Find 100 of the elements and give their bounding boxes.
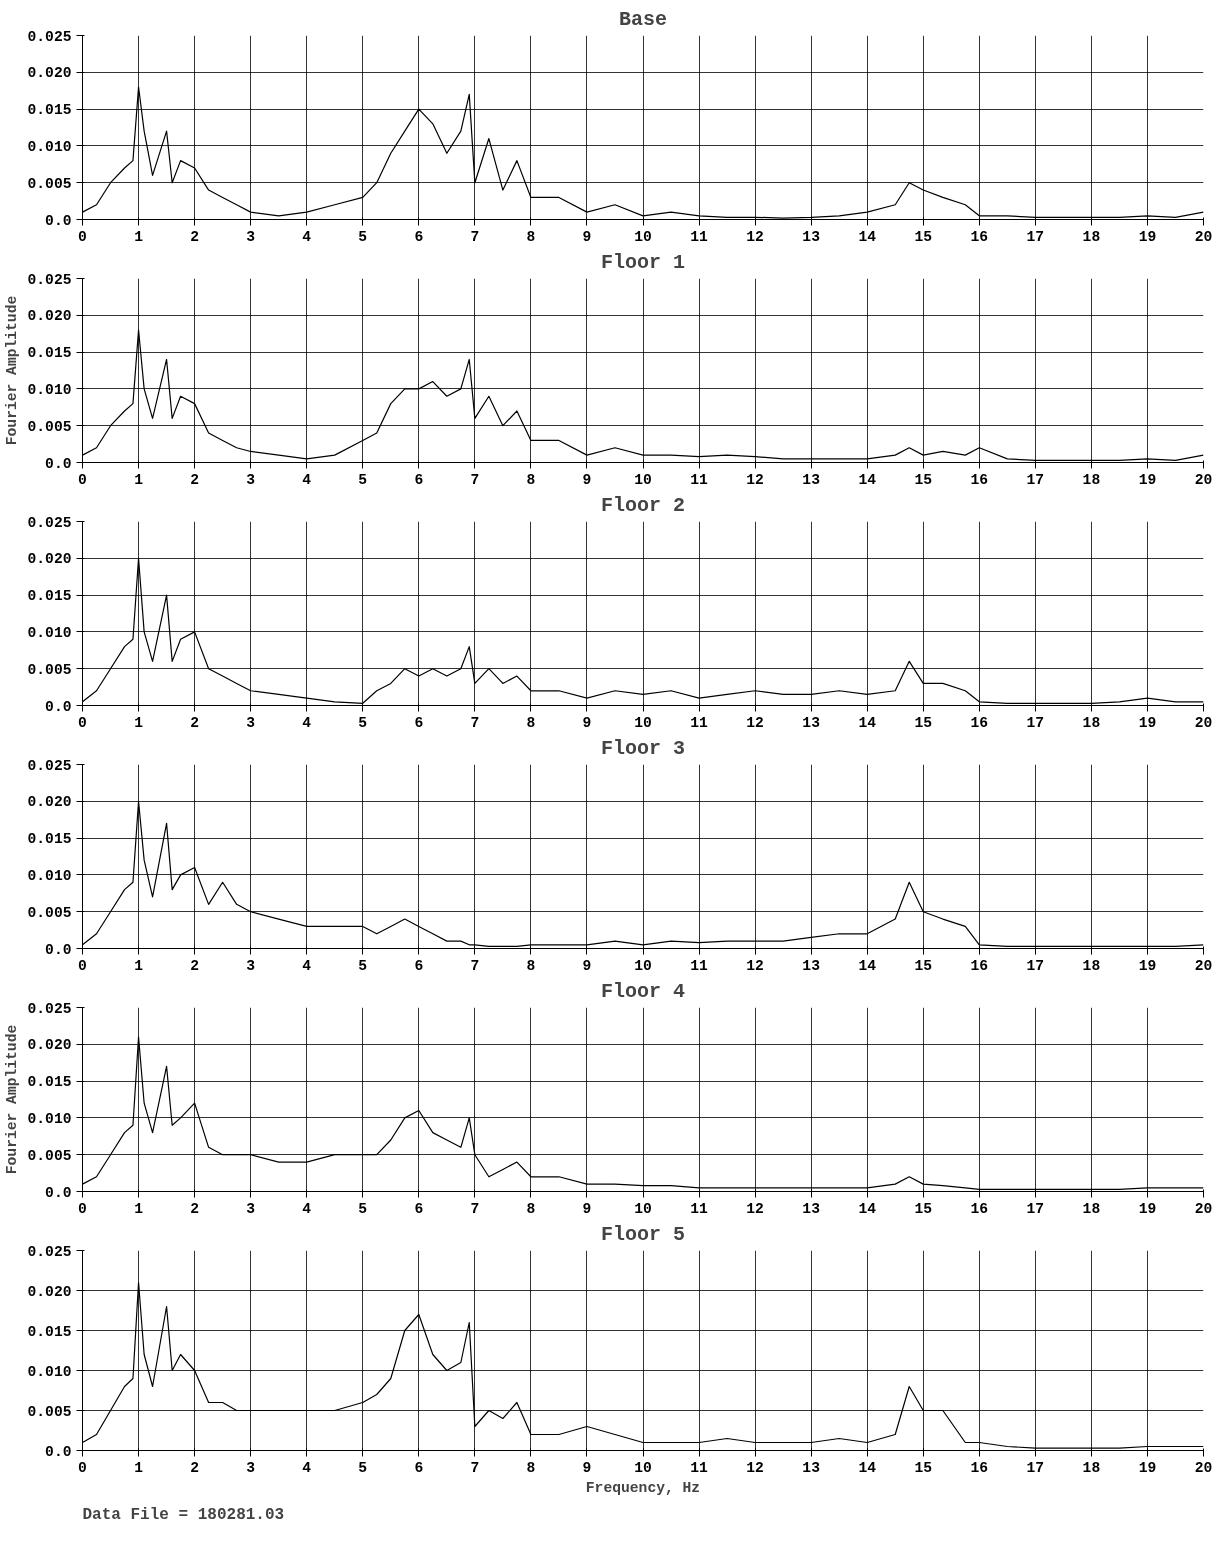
x-tick-label: 19 bbox=[1138, 471, 1157, 488]
x-tick-label: 11 bbox=[690, 228, 709, 245]
x-tick-label: 14 bbox=[858, 228, 877, 245]
x-tick-label: 14 bbox=[858, 714, 877, 731]
x-tick-label: 20 bbox=[1194, 1200, 1213, 1217]
x-tick-label: 8 bbox=[526, 714, 536, 731]
x-tick-label: 12 bbox=[746, 1459, 764, 1476]
x-tick-label: 13 bbox=[802, 714, 821, 731]
x-tick-label: 4 bbox=[302, 471, 312, 488]
x-tick-label: 14 bbox=[858, 471, 877, 488]
y-tick-label: 0.020 bbox=[27, 1037, 72, 1054]
x-tick-label: 3 bbox=[246, 1200, 256, 1217]
x-tick-label: 10 bbox=[634, 714, 652, 731]
x-tick-label: 10 bbox=[634, 1459, 652, 1476]
x-tick-label: 10 bbox=[634, 1200, 652, 1217]
x-tick-label: 2 bbox=[190, 1459, 199, 1476]
x-tick-label: 2 bbox=[190, 957, 199, 974]
x-tick-label: 4 bbox=[302, 714, 312, 731]
x-tick-label: 3 bbox=[246, 1459, 256, 1476]
x-tick-label: 3 bbox=[246, 714, 256, 731]
x-tick-label: 19 bbox=[1138, 1200, 1157, 1217]
y-axis-title: Fourier Amplitude bbox=[3, 1024, 20, 1175]
chart-title: Floor 5 bbox=[600, 1222, 686, 1246]
y-tick-label: 0.025 bbox=[27, 1000, 72, 1017]
x-tick-label: 18 bbox=[1082, 1459, 1101, 1476]
x-tick-label: 19 bbox=[1138, 1459, 1157, 1476]
x-tick-label: 9 bbox=[582, 714, 592, 731]
x-tick-label: 6 bbox=[414, 1459, 424, 1476]
x-tick-label: 1 bbox=[134, 471, 144, 488]
x-tick-label: 0 bbox=[78, 471, 87, 488]
x-tick-label: 11 bbox=[690, 1200, 709, 1217]
y-tick-label: 0.015 bbox=[27, 345, 72, 362]
y-tick-label: 0.010 bbox=[27, 624, 72, 641]
x-tick-label: 7 bbox=[470, 228, 480, 245]
x-tick-label: 4 bbox=[302, 1200, 312, 1217]
x-axis-title: Frequency, Hz bbox=[585, 1479, 701, 1496]
x-tick-label: 6 bbox=[414, 1200, 424, 1217]
x-tick-label: 11 bbox=[690, 714, 709, 731]
y-tick-label: 0.025 bbox=[27, 757, 72, 774]
x-tick-label: 20 bbox=[1194, 228, 1213, 245]
chart-title: Base bbox=[619, 7, 668, 31]
x-tick-label: 10 bbox=[634, 957, 652, 974]
x-tick-label: 9 bbox=[582, 957, 592, 974]
x-tick-label: 1 bbox=[134, 1200, 144, 1217]
x-tick-label: 2 bbox=[190, 1200, 199, 1217]
x-tick-label: 15 bbox=[914, 957, 933, 974]
x-tick-label: 1 bbox=[134, 228, 144, 245]
x-tick-label: 11 bbox=[690, 1459, 709, 1476]
x-tick-label: 18 bbox=[1082, 1200, 1101, 1217]
text: Data File = 180281.03 bbox=[82, 1505, 285, 1524]
y-tick-label: 0.010 bbox=[27, 867, 72, 884]
x-tick-label: 2 bbox=[190, 228, 199, 245]
x-tick-label: 14 bbox=[858, 1200, 877, 1217]
x-tick-label: 10 bbox=[634, 228, 652, 245]
x-tick-label: 9 bbox=[582, 228, 592, 245]
x-tick-label: 5 bbox=[358, 1459, 368, 1476]
x-tick-label: 17 bbox=[1026, 1459, 1045, 1476]
y-tick-label: 0.010 bbox=[27, 381, 72, 398]
x-tick-label: 5 bbox=[358, 957, 368, 974]
x-tick-label: 14 bbox=[858, 957, 877, 974]
x-tick-label: 9 bbox=[582, 471, 592, 488]
y-tick-label: 0.0 bbox=[45, 1184, 72, 1201]
x-tick-label: 11 bbox=[690, 471, 709, 488]
y-tick-label: 0.010 bbox=[27, 138, 72, 155]
x-tick-label: 17 bbox=[1026, 957, 1045, 974]
y-tick-label: 0.025 bbox=[27, 271, 72, 288]
x-tick-label: 6 bbox=[414, 957, 424, 974]
x-tick-label: 5 bbox=[358, 228, 368, 245]
x-tick-label: 1 bbox=[134, 714, 144, 731]
x-tick-label: 3 bbox=[246, 471, 256, 488]
x-tick-label: 5 bbox=[358, 714, 368, 731]
x-tick-label: 3 bbox=[246, 957, 256, 974]
x-tick-label: 6 bbox=[414, 714, 424, 731]
x-tick-label: 8 bbox=[526, 1459, 536, 1476]
x-tick-label: 3 bbox=[246, 228, 256, 245]
x-tick-label: 19 bbox=[1138, 957, 1157, 974]
y-tick-label: 0.010 bbox=[27, 1363, 72, 1380]
x-tick-label: 8 bbox=[526, 957, 536, 974]
x-tick-label: 13 bbox=[802, 471, 821, 488]
x-tick-label: 12 bbox=[746, 471, 764, 488]
x-tick-label: 11 bbox=[690, 957, 709, 974]
chart-title: Floor 4 bbox=[600, 979, 686, 1003]
x-tick-label: 17 bbox=[1026, 1200, 1045, 1217]
x-tick-label: 13 bbox=[802, 1459, 821, 1476]
x-tick-label: 0 bbox=[78, 1200, 87, 1217]
y-tick-label: 0.005 bbox=[27, 175, 72, 192]
x-tick-label: 20 bbox=[1194, 471, 1213, 488]
y-tick-label: 0.0 bbox=[45, 455, 72, 472]
y-tick-label: 0.015 bbox=[27, 1323, 72, 1340]
x-tick-label: 19 bbox=[1138, 228, 1157, 245]
x-tick-label: 13 bbox=[802, 1200, 821, 1217]
x-tick-label: 19 bbox=[1138, 714, 1157, 731]
y-tick-label: 0.020 bbox=[27, 65, 72, 82]
x-tick-label: 15 bbox=[914, 471, 933, 488]
y-tick-label: 0.005 bbox=[27, 1147, 72, 1164]
x-tick-label: 18 bbox=[1082, 957, 1101, 974]
y-tick-label: 0.025 bbox=[27, 1243, 72, 1260]
x-tick-label: 6 bbox=[414, 228, 424, 245]
chart-title: Floor 1 bbox=[600, 250, 686, 274]
x-tick-label: 7 bbox=[470, 957, 480, 974]
